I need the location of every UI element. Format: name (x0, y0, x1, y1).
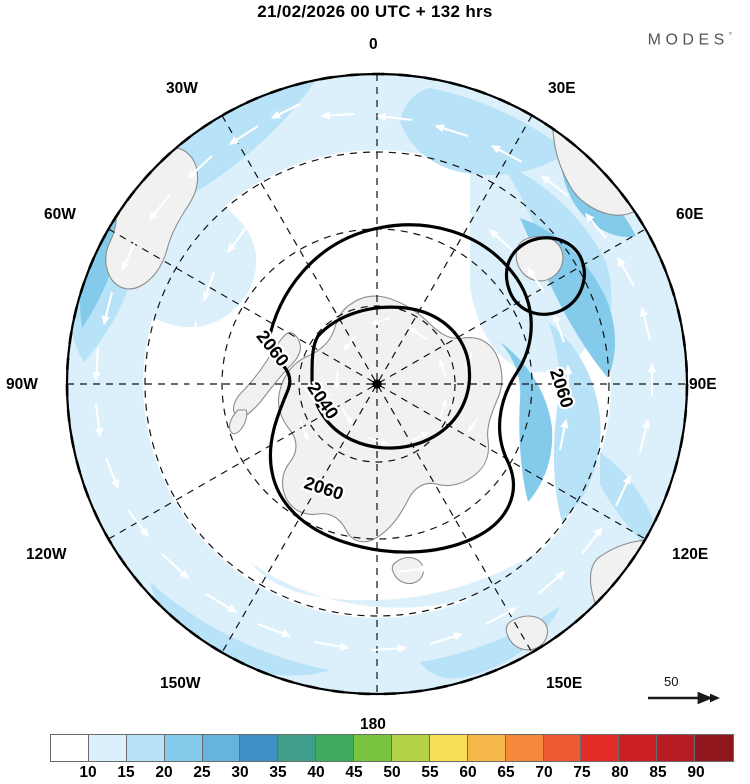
colorbar-segment (581, 735, 620, 761)
lon-label-120W: 120W (26, 546, 67, 563)
colorbar-tick: 80 (611, 764, 629, 781)
modes-logo: MODES° (648, 31, 732, 49)
colorbar-segment (51, 735, 89, 761)
colorbar-segment (429, 735, 468, 761)
scale-reference-arrow-icon (648, 691, 720, 705)
colorbar-segment (505, 735, 544, 761)
colorbar-segment (88, 735, 127, 761)
page-title: 21/02/2026 00 UTC + 132 hrs (257, 2, 493, 21)
colorbar-segment (126, 735, 165, 761)
colorbar-tick: 75 (573, 764, 591, 781)
colorbar-tick: 70 (535, 764, 553, 781)
colorbar-segment (467, 735, 506, 761)
lon-label-90W: 90W (6, 376, 38, 393)
lon-label-90E: 90E (689, 376, 717, 393)
colorbar-segment (164, 735, 203, 761)
lon-label-150E: 150E (546, 675, 583, 692)
lon-label-120E: 120E (672, 546, 709, 563)
colorbar-tick: 35 (269, 764, 287, 781)
colorbar-tick: 55 (421, 764, 439, 781)
lon-label-60E: 60E (676, 206, 704, 223)
colorbar-tick: 50 (383, 764, 401, 781)
colorbar-segment (695, 735, 734, 761)
map-fill-layer: 2060 2040 2060 2060 (67, 74, 687, 694)
colorbar-tick: 60 (459, 764, 477, 781)
colorbar-tick: 20 (155, 764, 173, 781)
map-canvas: 2060 2040 2060 2060 (65, 72, 689, 696)
colorbar-segment (657, 735, 696, 761)
colorbar[interactable]: 10 15 20 25 30 35 40 45 50 55 60 65 70 75 80 85 90 (0, 728, 750, 782)
colorbar-segment (354, 735, 393, 761)
wind-vectors (92, 103, 657, 653)
modes-logo-superscript: ° (728, 31, 732, 40)
colorbar-tick: 30 (231, 764, 249, 781)
colorbar-segment (202, 735, 241, 761)
colorbar-segment (278, 735, 317, 761)
scale-reference-value: 50 (664, 674, 679, 689)
south-pole-dot (372, 379, 382, 389)
colorbar-segment (316, 735, 355, 761)
height-contours (266, 223, 586, 554)
polar-stereographic-map[interactable]: 2060 2040 2060 2060 0 30E 60E 90E 120E 1… (0, 22, 750, 733)
lon-label-180: 180 (360, 716, 386, 733)
colorbar-segment (619, 735, 658, 761)
lon-label-150W: 150W (160, 675, 201, 692)
colorbar-tick: 90 (687, 764, 705, 781)
modes-logo-text: MODES (647, 31, 729, 49)
wind-scale-reference: 50 (646, 674, 730, 716)
antarctica-landmass (228, 295, 503, 585)
colorbar-tick: 40 (307, 764, 325, 781)
map-rim-ticks (65, 72, 689, 696)
colorbar-segments[interactable] (50, 734, 734, 762)
lon-label-30E: 30E (548, 80, 576, 97)
colorbar-tick: 65 (497, 764, 515, 781)
colorbar-segment (392, 735, 430, 761)
colorbar-tick: 15 (117, 764, 135, 781)
colorbar-tick: 85 (649, 764, 667, 781)
colorbar-segment (543, 735, 582, 761)
colorbar-segment (240, 735, 279, 761)
colorbar-tick: 45 (345, 764, 363, 781)
lon-label-0: 0 (369, 36, 378, 53)
colorbar-tick-labels: 10 15 20 25 30 35 40 45 50 55 60 65 70 75 80 85 90 (50, 764, 734, 784)
colorbar-tick: 25 (193, 764, 211, 781)
lon-label-30W: 30W (166, 80, 198, 97)
lon-label-60W: 60W (44, 206, 76, 223)
colorbar-tick: 10 (79, 764, 97, 781)
